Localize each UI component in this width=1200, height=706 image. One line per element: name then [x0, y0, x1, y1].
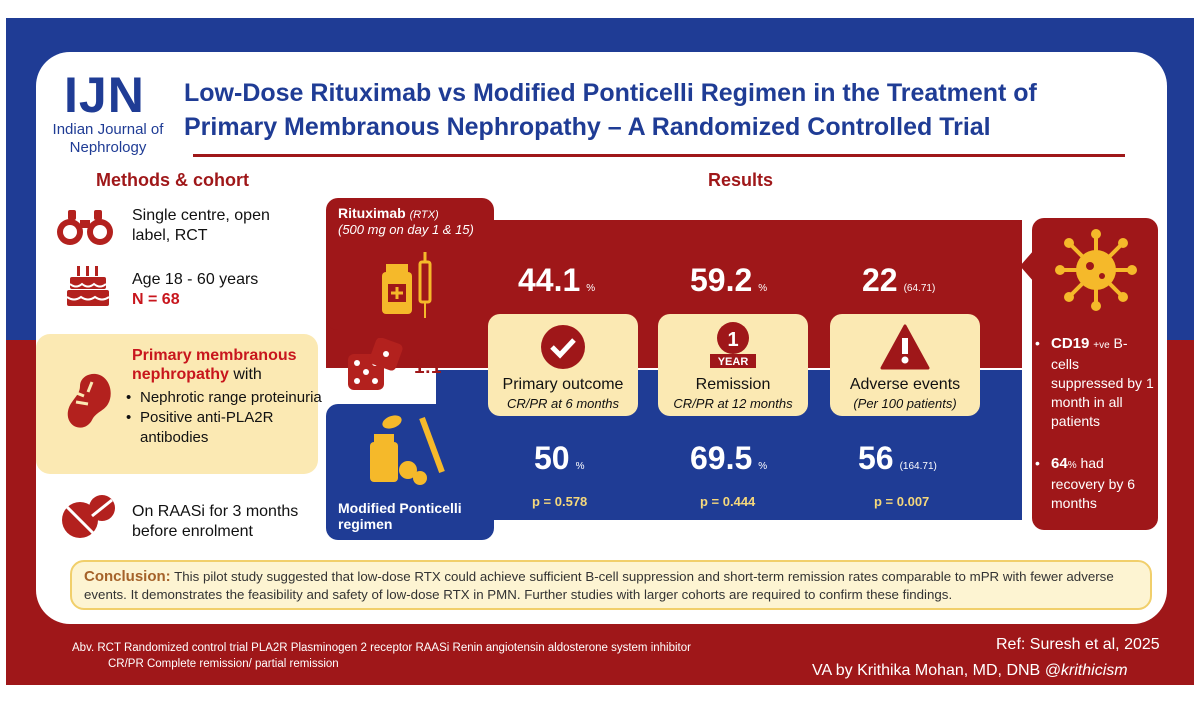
rtx-primary-value: 44.1% [518, 262, 596, 298]
dice-icon [348, 338, 403, 390]
rtx-adverse-value: 22 (64.71) [862, 262, 936, 298]
pills-syringe-icon [370, 415, 445, 485]
list-item: Positive anti-PLA2R antibodies [126, 408, 326, 448]
pmn-title: Primary membranous nephropathy with [132, 347, 297, 383]
list-item: Nephrotic range proteinuria [126, 388, 326, 408]
outcome-card-remission: 1 YEAR Remission CR/PR at 12 months [658, 314, 808, 416]
methods-heading: Methods & cohort [96, 170, 249, 190]
pmn-criteria-list: Nephrotic range proteinuria Positive ant… [126, 388, 326, 448]
one-year-badge-icon: 1 YEAR [710, 322, 756, 368]
cd19-suppression-text: • CD19 +ve B-cells suppressed by 1 month … [1035, 335, 1154, 429]
journal-logo: IJN [64, 67, 145, 123]
p-value-adverse: p = 0.007 [874, 494, 930, 509]
age-text: Age 18 - 60 years [132, 271, 259, 288]
visual-abstract-credit: VA by Krithika Mohan, MD, DNB @krithicis… [812, 662, 1128, 679]
mpr-primary-value: 50% [534, 440, 585, 476]
p-value-primary: p = 0.578 [532, 494, 588, 509]
reference: Ref: Suresh et al, 2025 [996, 636, 1160, 653]
rtx-remission-value: 59.2% [690, 262, 768, 298]
binoculars-icon [57, 210, 113, 245]
b-cell-icon [1055, 229, 1137, 311]
results-heading: Results [708, 170, 774, 190]
vial-syringe-icon [382, 252, 432, 318]
sample-size: N = 68 [132, 291, 180, 308]
outcome-card-adverse: Adverse events (Per 100 patients) [830, 314, 980, 416]
design-text: Single centre, open label, RCT [132, 207, 270, 244]
randomization-ratio: 1:1 [414, 357, 442, 378]
raasi-text: On RAASi for 3 months before enrolment [132, 503, 299, 540]
p-value-remission: p = 0.444 [700, 494, 756, 509]
svg-text:1: 1 [727, 329, 738, 351]
pills-icon [62, 495, 115, 538]
kidney-icon [67, 373, 111, 428]
svg-text:YEAR: YEAR [718, 356, 749, 368]
conclusion-box: Conclusion: This pilot study suggested t… [70, 560, 1152, 610]
mpr-label: Modified Ponticelli regimen [338, 500, 462, 532]
abbreviations: Abv. RCT Randomized control trial PLA2R … [72, 642, 691, 670]
checkmark-icon [541, 325, 585, 369]
cd19-pointer [1020, 250, 1034, 282]
outcome-card-primary: Primary outcome CR/PR at 6 months [488, 314, 638, 416]
rtx-dose: (500 mg on day 1 & 15) [338, 222, 474, 237]
birthday-cake-icon [66, 266, 110, 306]
page-title: Low-Dose Rituximab vs Modified Ponticell… [184, 79, 1037, 141]
mpr-adverse-value: 56 (164.71) [858, 440, 937, 476]
journal-name: Indian Journal of Nephrology [52, 121, 164, 156]
rtx-label: Rituximab (RTX) [338, 205, 439, 221]
recovery-text: • 64% had recovery by 6 months [1035, 455, 1136, 511]
warning-icon [880, 324, 930, 370]
title-divider [193, 154, 1125, 157]
mpr-remission-value: 69.5% [690, 440, 768, 476]
infographic-card: IJN Indian Journal of Nephrology Low-Dos… [36, 52, 1167, 624]
